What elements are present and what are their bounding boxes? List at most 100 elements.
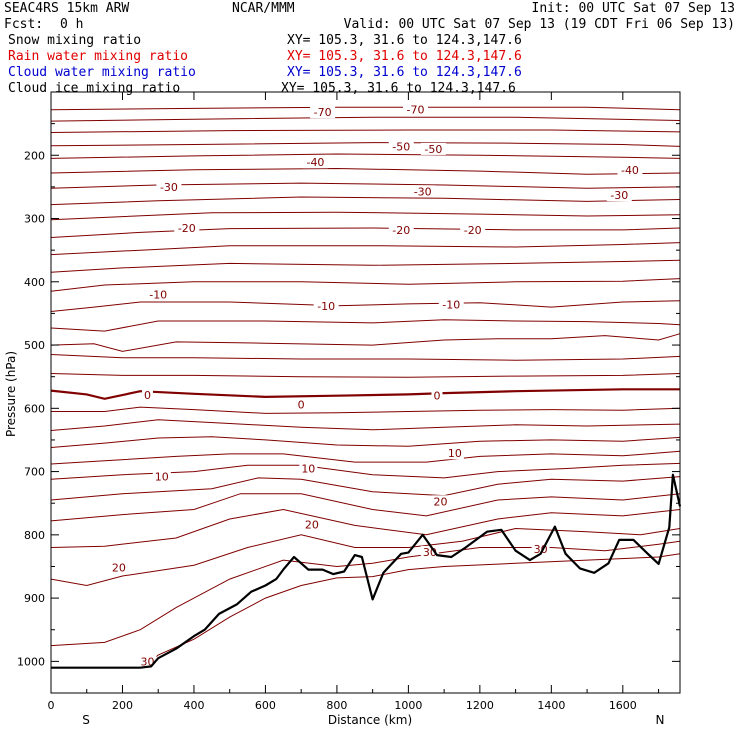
contour-label-23: 20 <box>112 562 126 575</box>
field-xy-cloud-ice: XY= 105.3, 31.6 to 124.3,147.6 <box>281 81 516 96</box>
contour-line-17 <box>50 373 681 378</box>
contour-label-14: -10 <box>442 299 460 312</box>
contour-label-6: -30 <box>160 181 178 194</box>
contour-line-20 <box>50 419 681 431</box>
contour-line-1 <box>50 116 681 122</box>
forecast-label: Fcst: <box>4 17 43 32</box>
contour-label-bg-7 <box>410 185 436 198</box>
contour-label-bg-13 <box>313 299 339 312</box>
contour-label-7: -30 <box>414 185 432 198</box>
terrain-line <box>51 473 682 669</box>
contour-label-13: -10 <box>317 300 335 313</box>
contour-label-bg-17 <box>431 389 443 402</box>
field-name-cloud-ice: Cloud ice mixing ratio <box>8 81 180 96</box>
x-endpoint-south: S <box>82 713 90 727</box>
y-tick-label-400: 400 <box>24 276 45 289</box>
y-tick-label-800: 800 <box>24 529 45 542</box>
contour-label-3: -50 <box>424 143 442 156</box>
contour-label-8: -30 <box>610 189 628 202</box>
y-tick-label-700: 700 <box>24 466 45 479</box>
model-title: SEAC4RS 15km ARW <box>4 1 129 16</box>
contour-label-0: -70 <box>314 106 332 119</box>
contour-label-bg-24 <box>420 545 439 558</box>
contour-label-2: -50 <box>392 140 410 153</box>
contour-label-bg-14 <box>438 298 464 311</box>
field-name-rain: Rain water mixing ratio <box>8 49 188 64</box>
contour-label-18: 10 <box>448 447 462 460</box>
contour-label-bg-20 <box>299 462 318 475</box>
contour-label-bg-6 <box>156 180 182 193</box>
contour-label-bg-9 <box>174 222 200 235</box>
contour-label-4: -40 <box>306 156 324 169</box>
contour-line-14 <box>50 319 681 332</box>
contour-label-bg-21 <box>431 495 450 508</box>
x-tick-label-400: 400 <box>183 699 204 712</box>
contour-label-16: 0 <box>298 399 305 412</box>
contour-label-bg-23 <box>109 561 128 574</box>
contour-label-bg-5 <box>617 163 643 176</box>
valid-time: Valid: 00 UTC Sat 07 Sep 13 (19 CDT Fri … <box>344 17 735 32</box>
field-name-cloud-water: Cloud water mixing ratio <box>8 65 196 80</box>
x-tick-label-200: 200 <box>112 699 133 712</box>
contour-label-20: 10 <box>301 462 315 475</box>
contour-label-bg-22 <box>302 518 321 531</box>
contour-line-21 <box>50 436 681 448</box>
contour-label-19: 10 <box>155 471 169 484</box>
contour-line-11 <box>50 259 681 273</box>
org-name: NCAR/MMM <box>232 1 295 16</box>
contour-line-27 <box>50 527 681 587</box>
field-name-snow: Snow mixing ratio <box>8 33 141 48</box>
y-tick-label-900: 900 <box>24 592 45 605</box>
contour-label-bg-12 <box>145 288 171 301</box>
y-tick-label-300: 300 <box>24 213 45 226</box>
x-axis-label: Distance (km) <box>328 713 412 727</box>
contour-line-8 <box>50 211 681 221</box>
contour-label-17: 0 <box>433 390 440 403</box>
contour-label-11: -20 <box>464 224 482 237</box>
contour-label-12: -10 <box>149 288 167 301</box>
contour-line-24 <box>50 476 681 501</box>
contour-line-15 <box>50 333 681 352</box>
contour-label-bg-8 <box>606 189 632 202</box>
x-tick-label-600: 600 <box>255 699 276 712</box>
contour-line-9 <box>50 227 681 238</box>
x-tick-label-800: 800 <box>326 699 347 712</box>
x-tick-label-1000: 1000 <box>394 699 422 712</box>
contour-label-bg-19 <box>152 470 171 483</box>
contour-line-29 <box>143 553 681 669</box>
plot-area: -70 -70 -50 -50 -40 -40 -30 -30 -30 -20 -20 -20 -10 -… <box>17 91 682 712</box>
contour-label-21: 20 <box>434 495 448 508</box>
forecast-value: 0 h <box>60 17 83 32</box>
contour-line-16 <box>50 354 681 361</box>
x-endpoint-north: N <box>656 713 665 727</box>
x-tick-label-1600: 1600 <box>609 699 637 712</box>
plot-frame <box>50 91 681 694</box>
contour-label-bg-3 <box>420 142 446 155</box>
contour-line-26 <box>50 508 681 548</box>
field-xy-rain: XY= 105.3, 31.6 to 124.3,147.6 <box>287 49 522 64</box>
y-tick-label-500: 500 <box>24 339 45 352</box>
contour-label-1: -70 <box>407 104 425 117</box>
contour-label-bg-1 <box>403 103 429 116</box>
contour-label-9: -20 <box>178 222 196 235</box>
contour-line-19 <box>51 406 681 414</box>
contour-line-13 <box>50 300 681 312</box>
contour-lines <box>50 106 681 669</box>
field-xy-snow: XY= 105.3, 31.6 to 124.3,147.6 <box>287 33 522 48</box>
contour-line-28 <box>50 540 681 647</box>
contour-labels: -70 -70 -50 -50 -40 -40 -30 -30 -30 -20 -20 -20 -10 -… <box>109 103 643 668</box>
contour-label-bg-0 <box>310 106 336 119</box>
y-tick-label-600: 600 <box>24 402 45 415</box>
contour-label-bg-10 <box>388 223 414 236</box>
contour-label-bg-2 <box>388 140 414 153</box>
contour-line-0 <box>50 106 681 111</box>
contour-line-5 <box>50 167 681 175</box>
contour-line-7 <box>50 196 681 206</box>
terrain-profile <box>51 473 682 669</box>
contour-line-10 <box>50 242 681 256</box>
contour-label-bg-15 <box>141 389 153 402</box>
contour-label-bg-16 <box>295 398 307 411</box>
contour-label-bg-18 <box>445 447 464 460</box>
init-time: Init: 00 UTC Sat 07 Sep 13 <box>532 1 736 16</box>
